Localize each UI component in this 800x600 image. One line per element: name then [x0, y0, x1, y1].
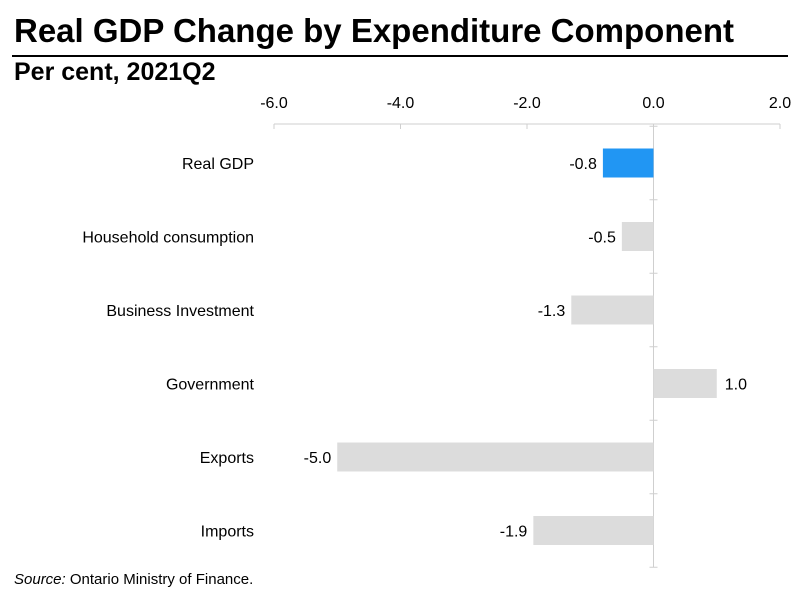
category-label: Imports: [201, 524, 254, 541]
x-tick-label: -6.0: [260, 95, 288, 112]
category-label: Government: [166, 377, 255, 394]
bar: [653, 369, 717, 398]
x-tick-label: -4.0: [387, 95, 415, 112]
value-label: 1.0: [725, 377, 747, 394]
value-label: -1.9: [500, 524, 528, 541]
value-label: -0.5: [588, 230, 616, 247]
chart-title: Real GDP Change by Expenditure Component: [14, 12, 734, 49]
category-label: Household consumption: [82, 230, 254, 247]
chart-subtitle: Per cent, 2021Q2: [14, 58, 216, 86]
bar: [602, 148, 654, 178]
bar: [337, 442, 654, 472]
source-text: Ontario Ministry of Finance.: [65, 571, 254, 588]
value-label: -0.8: [569, 156, 597, 173]
source-note: Source: Ontario Ministry of Finance.: [14, 571, 253, 588]
bar: [571, 295, 654, 325]
value-label: -5.0: [304, 450, 332, 467]
source-label: Source:: [14, 571, 66, 588]
category-label: Business Investment: [106, 303, 254, 320]
title-rule: [12, 55, 788, 57]
value-label: -1.3: [538, 303, 566, 320]
bar: [621, 222, 654, 251]
category-label: Real GDP: [182, 156, 254, 173]
x-tick-label: -2.0: [513, 95, 541, 112]
category-label: Exports: [200, 450, 254, 467]
x-tick-label: 0.0: [642, 95, 664, 112]
bar: [533, 516, 654, 545]
x-tick-label: 2.0: [769, 95, 791, 112]
